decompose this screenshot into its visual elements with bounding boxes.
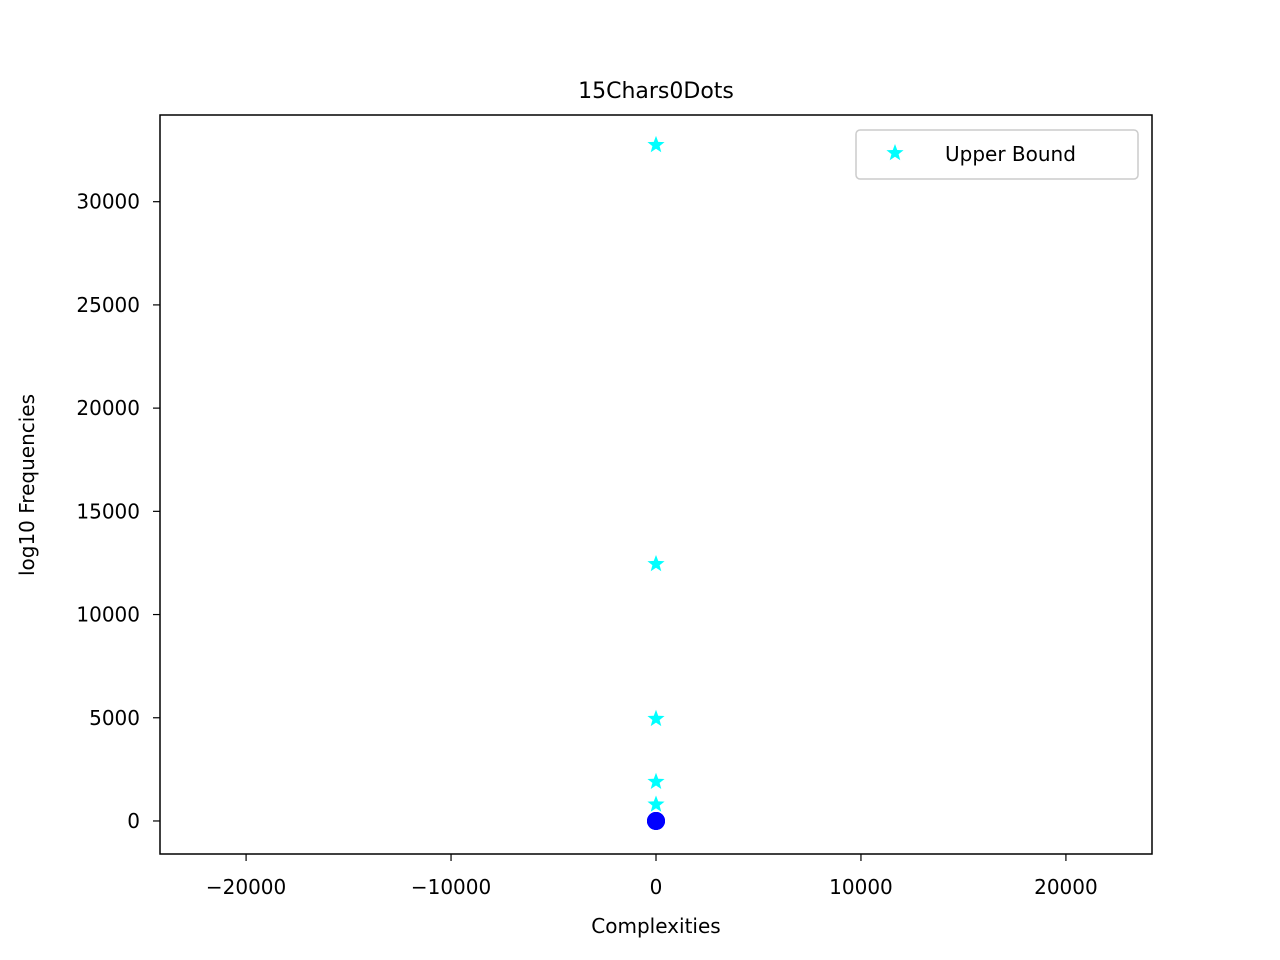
legend-marker-upper-bound xyxy=(886,144,904,161)
y-axis-ticks: 0 5000 10000 15000 20000 25000 30000 xyxy=(76,190,160,833)
star-icon xyxy=(886,144,904,161)
y-axis-label: log10 Frequencies xyxy=(15,394,39,576)
x-tick-label: 20000 xyxy=(1034,875,1098,899)
y-tick-label: 20000 xyxy=(76,396,140,420)
upper-bound-star-point xyxy=(647,554,665,572)
y-tick-label: 25000 xyxy=(76,293,140,317)
legend: Upper Bound xyxy=(855,129,1139,180)
y-tick-label: 15000 xyxy=(76,499,140,523)
y-tick-label: 0 xyxy=(127,809,140,833)
upper-bound-star-point xyxy=(647,795,665,812)
data-points xyxy=(647,135,665,830)
upper-bound-star-point xyxy=(647,772,665,790)
legend-label-upper-bound: Upper Bound xyxy=(945,142,1076,166)
x-tick-label: 10000 xyxy=(829,875,893,899)
y-tick-label: 5000 xyxy=(89,706,140,730)
upper-bound-star-point xyxy=(647,709,665,727)
y-tick-label: 10000 xyxy=(76,603,140,627)
plot-frame xyxy=(159,114,1153,855)
x-tick-label: 0 xyxy=(650,875,663,899)
x-tick-label: −10000 xyxy=(411,875,491,899)
x-axis-ticks: −20000 −10000 0 10000 20000 xyxy=(206,854,1098,899)
y-tick-label: 30000 xyxy=(76,190,140,214)
data-point xyxy=(647,811,665,830)
chart-title: 15Chars0Dots xyxy=(578,79,734,104)
legend-frame xyxy=(855,129,1139,180)
x-tick-label: −20000 xyxy=(206,875,286,899)
x-axis-label: Complexities xyxy=(591,914,720,938)
upper-bound-star-point xyxy=(647,135,665,153)
